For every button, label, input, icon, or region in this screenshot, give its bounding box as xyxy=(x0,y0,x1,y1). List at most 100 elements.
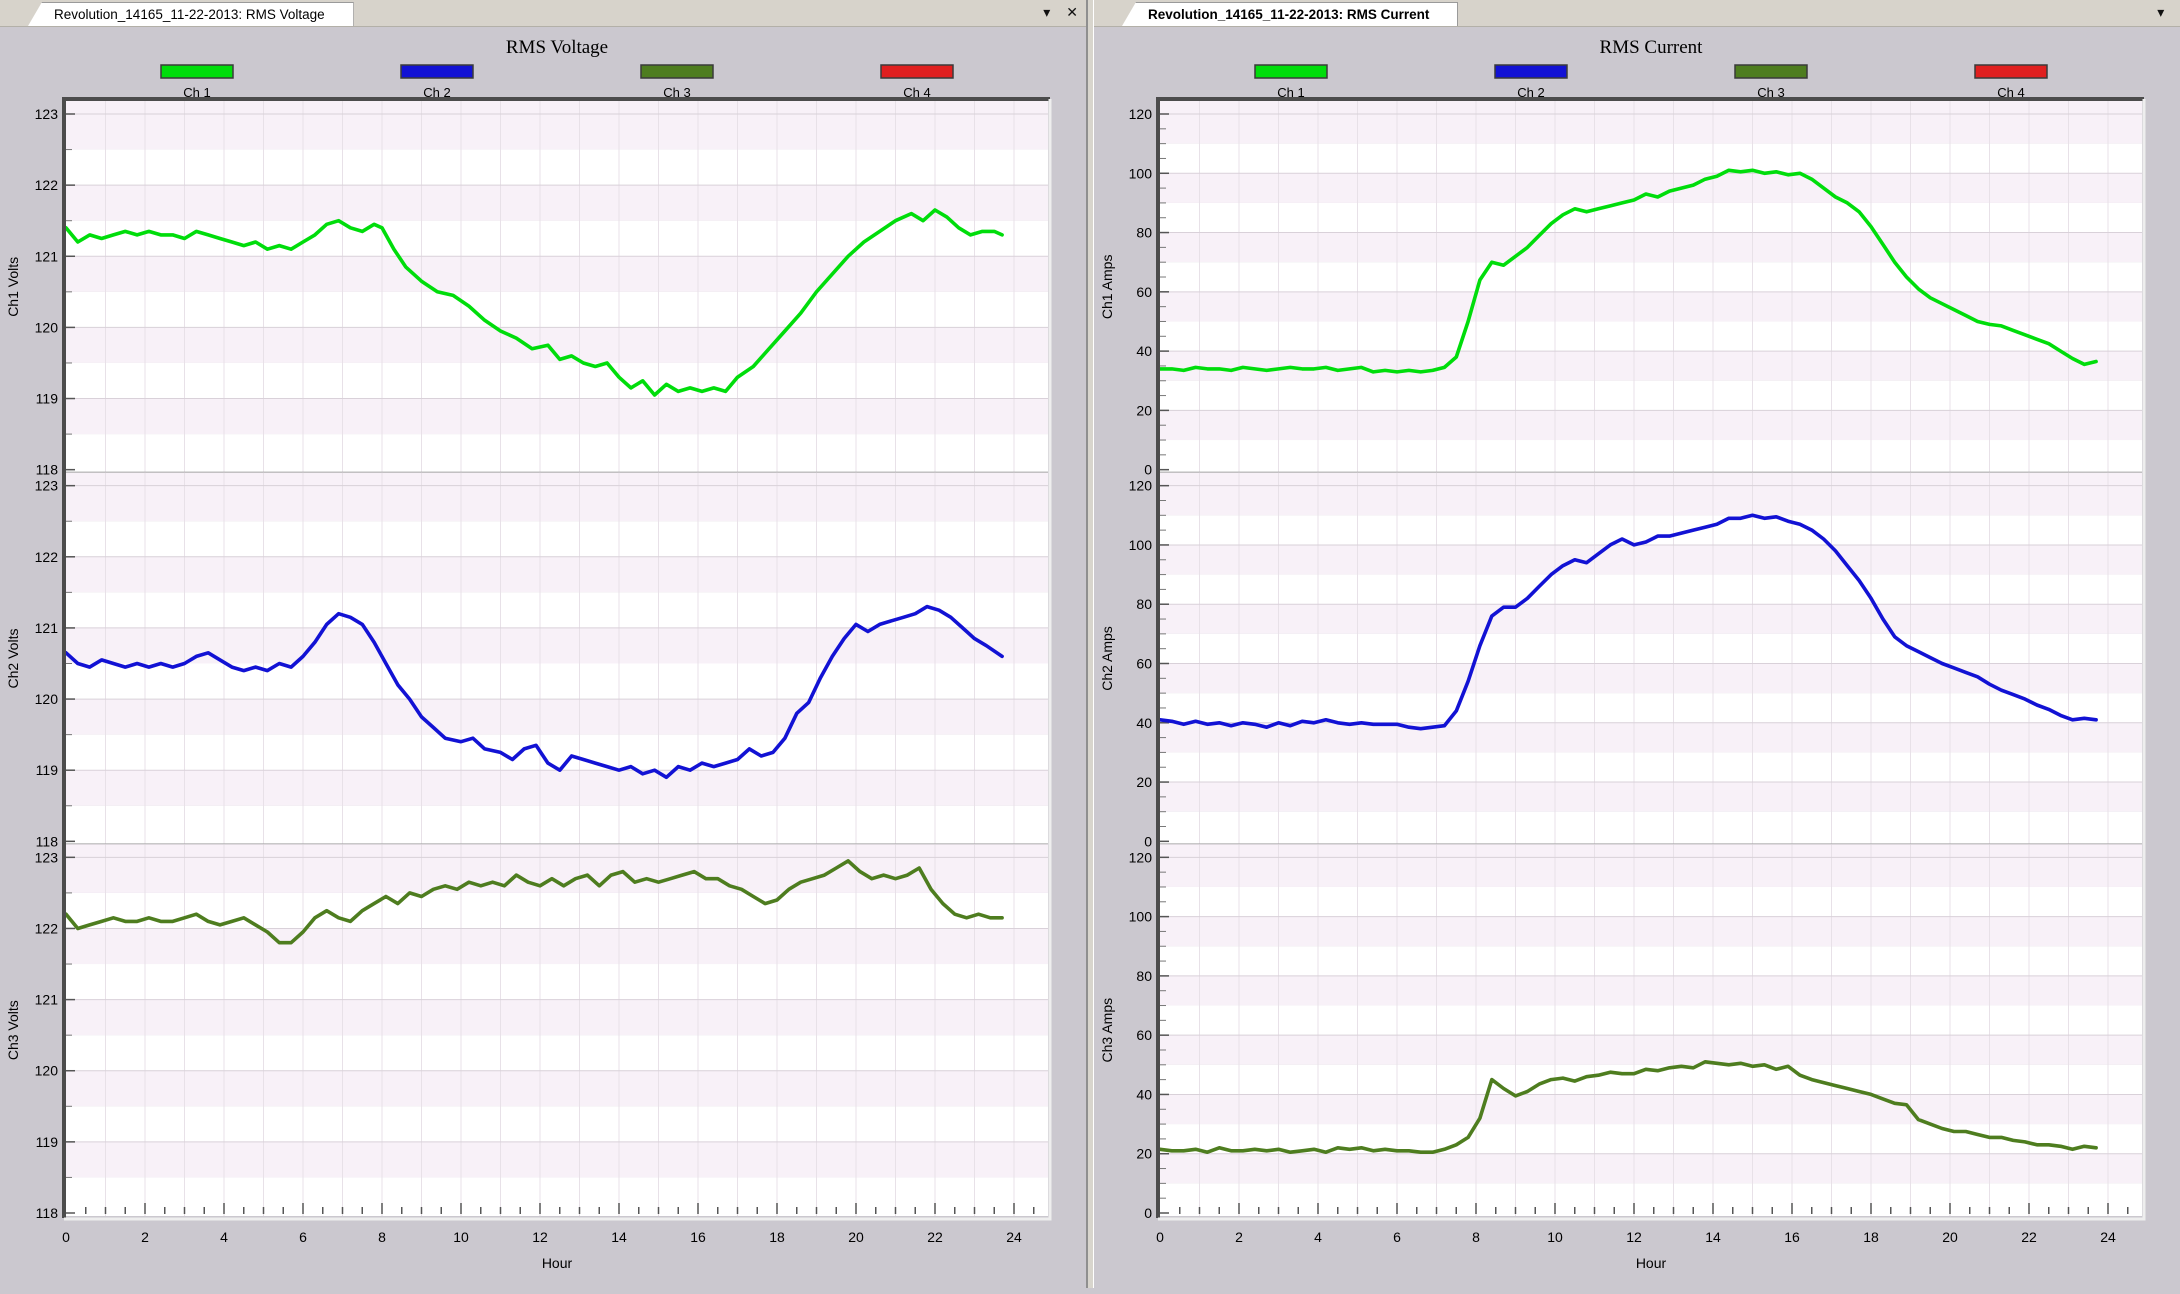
tab-strip-edge xyxy=(2,1,32,25)
subplot-ch2-amps: 120 100 80 60 40 20 0 Ch2 Amps xyxy=(1099,472,2142,849)
legend-label: Ch 4 xyxy=(1997,85,2024,100)
series-line-ch3 xyxy=(1158,1060,2098,1154)
y-tick-label: 123 xyxy=(35,106,59,122)
y-tick-label: 60 xyxy=(1136,284,1152,300)
x-tick-label: 22 xyxy=(2021,1229,2037,1245)
legend-item-ch2[interactable]: Ch 2 xyxy=(400,64,474,100)
legend-label: Ch 1 xyxy=(1277,85,1304,100)
x-axis-label: Hour xyxy=(1636,1255,1667,1271)
y-tick-label: 118 xyxy=(36,462,59,478)
x-tick-label: 18 xyxy=(769,1229,785,1245)
legend-label: Ch 2 xyxy=(1517,85,1544,100)
menu-dropdown-icon[interactable]: ▾ xyxy=(2157,4,2165,20)
y-tick-label: 121 xyxy=(35,620,59,636)
y-tick-label: 100 xyxy=(1129,909,1153,925)
legend-swatch xyxy=(880,64,954,79)
close-icon[interactable]: ✕ xyxy=(1066,4,1078,20)
y-axis-label: Ch1 Amps xyxy=(1099,255,1115,320)
x-tick-label: 20 xyxy=(848,1229,864,1245)
chart-title: RMS Voltage xyxy=(506,37,608,58)
legend-item-ch4[interactable]: Ch 4 xyxy=(1974,64,2048,100)
legend-swatch xyxy=(640,64,714,79)
y-axis-label: Ch3 Volts xyxy=(5,1000,21,1060)
x-tick-label: 12 xyxy=(1626,1229,1642,1245)
subplot-ch3-amps: 120 100 80 60 40 20 0 Ch3 Amps xyxy=(1099,844,2142,1221)
y-tick-label: 121 xyxy=(35,992,59,1008)
legend-item-ch1[interactable]: Ch 1 xyxy=(1254,64,1328,100)
tab-title: Revolution_14165_11-22-2013: RMS Current xyxy=(1148,7,1430,22)
x-tick-label: 2 xyxy=(1235,1229,1243,1245)
tab-title: Revolution_14165_11-22-2013: RMS Voltage xyxy=(54,7,325,22)
series-line-ch3 xyxy=(64,859,1004,945)
y-tick-label: 0 xyxy=(1144,462,1152,478)
y-tick-label: 120 xyxy=(1129,478,1153,494)
y-tick-label: 122 xyxy=(35,549,59,565)
x-tick-label: 14 xyxy=(611,1229,627,1245)
x-tick-label: 20 xyxy=(1942,1229,1958,1245)
legend-swatch xyxy=(1254,64,1328,79)
window-splitter[interactable] xyxy=(1086,0,1094,1288)
window-controls: ▾ ✕ xyxy=(2157,3,2180,21)
y-tick-label: 20 xyxy=(1136,1146,1152,1162)
x-tick-label: 0 xyxy=(1156,1229,1164,1245)
y-tick-label: 118 xyxy=(36,1205,59,1221)
x-tick-label: 6 xyxy=(299,1229,307,1245)
y-tick-label: 60 xyxy=(1136,1027,1152,1043)
x-tick-label: 8 xyxy=(378,1229,386,1245)
legend-label: Ch 1 xyxy=(183,85,210,100)
y-tick-label: 119 xyxy=(36,391,59,407)
legend-item-ch1[interactable]: Ch 1 xyxy=(160,64,234,100)
menu-dropdown-icon[interactable]: ▾ xyxy=(1043,4,1051,20)
legend-swatch xyxy=(400,64,474,79)
legend-label: Ch 3 xyxy=(663,85,690,100)
tab-rms-current[interactable]: Revolution_14165_11-22-2013: RMS Current xyxy=(1122,2,1459,26)
x-tick-label: 24 xyxy=(1006,1229,1022,1245)
x-tick-label: 16 xyxy=(1784,1229,1800,1245)
y-tick-label: 40 xyxy=(1136,1086,1152,1102)
y-tick-label: 20 xyxy=(1136,774,1152,790)
y-tick-label: 122 xyxy=(35,920,59,936)
y-axis-label: Ch3 Amps xyxy=(1099,998,1115,1063)
y-tick-label: 120 xyxy=(35,691,59,707)
legend-item-ch2[interactable]: Ch 2 xyxy=(1494,64,1568,100)
legend-item-ch4[interactable]: Ch 4 xyxy=(880,64,954,100)
x-tick-label: 4 xyxy=(220,1229,228,1245)
subplot-ch3-volts: 123 122 121 120 119 118 Ch3 Volts xyxy=(5,844,1048,1221)
y-tick-label: 0 xyxy=(1144,1205,1152,1221)
legend-label: Ch 4 xyxy=(903,85,930,100)
legend-item-ch3[interactable]: Ch 3 xyxy=(640,64,714,100)
chart-panel-current: RMS Current Ch 1 Ch 2 Ch 3 Ch 4 120 100 80 60 40 2… xyxy=(1094,27,2180,1294)
legend-label: Ch 2 xyxy=(423,85,450,100)
y-tick-label: 123 xyxy=(35,849,59,865)
x-tick-label: 14 xyxy=(1705,1229,1721,1245)
y-tick-label: 120 xyxy=(1129,106,1153,122)
subplot-ch1-amps: 120 100 80 60 40 20 0 Ch1 Amps xyxy=(1099,101,2142,478)
series-line-ch1 xyxy=(1158,168,2098,374)
legend-swatch xyxy=(1494,64,1568,79)
tab-strip-edge xyxy=(1096,1,1126,25)
legend-item-ch3[interactable]: Ch 3 xyxy=(1734,64,1808,100)
subplot-ch1-volts: 123 122 121 120 119 118 Ch1 Volts xyxy=(5,101,1048,478)
x-tick-label: 4 xyxy=(1314,1229,1322,1245)
y-tick-label: 80 xyxy=(1136,596,1152,612)
y-tick-label: 100 xyxy=(1129,537,1153,553)
y-tick-label: 119 xyxy=(36,1134,59,1150)
window-controls: ▾ ✕ xyxy=(1043,3,1078,21)
x-tick-label: 18 xyxy=(1863,1229,1879,1245)
y-tick-label: 120 xyxy=(1129,849,1153,865)
subplot-ch2-volts: 123 122 121 120 119 118 Ch2 Volts xyxy=(5,472,1048,849)
tab-bar-current: Revolution_14165_11-22-2013: RMS Current… xyxy=(1094,0,2180,27)
x-tick-label: 0 xyxy=(62,1229,70,1245)
y-axis-label: Ch2 Volts xyxy=(5,629,21,689)
y-tick-label: 123 xyxy=(35,478,59,494)
legend-swatch xyxy=(160,64,234,79)
y-tick-label: 40 xyxy=(1136,715,1152,731)
legend-swatch xyxy=(1734,64,1808,79)
y-tick-label: 20 xyxy=(1136,402,1152,418)
tab-rms-voltage[interactable]: Revolution_14165_11-22-2013: RMS Voltage xyxy=(28,2,354,26)
series-line-ch1 xyxy=(64,208,1004,397)
